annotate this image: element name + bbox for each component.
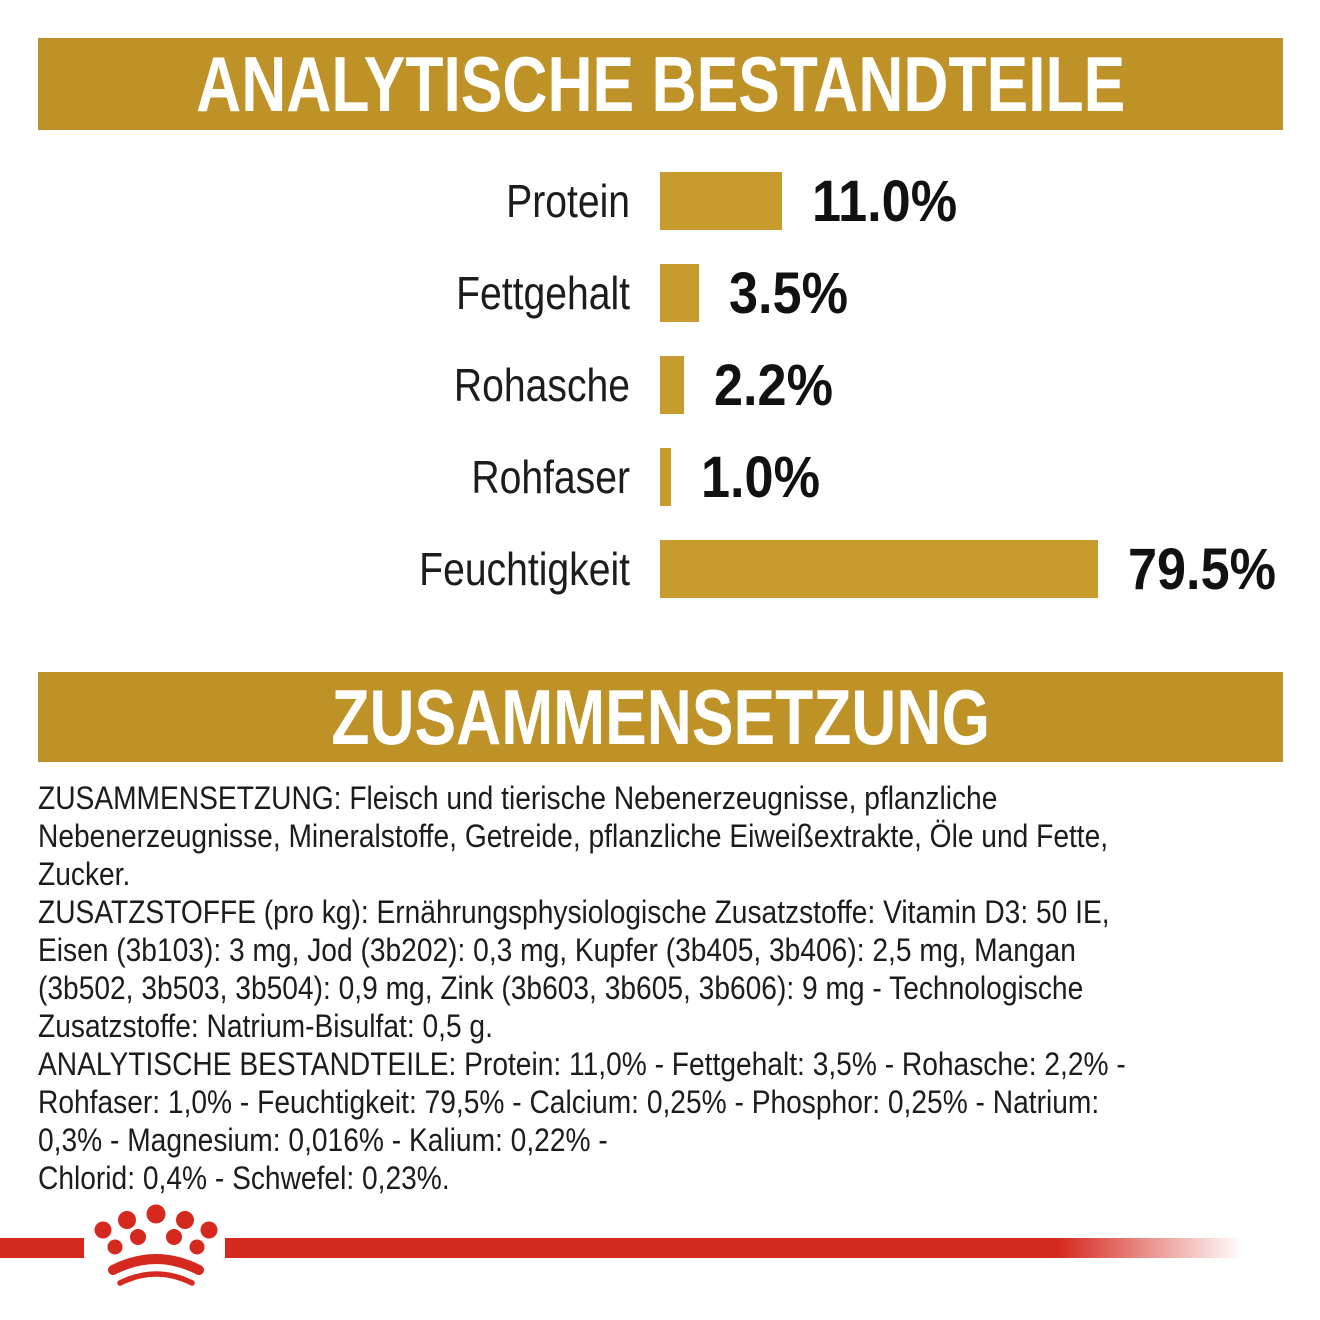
bar (660, 540, 1098, 598)
chart-row-protein: Protein 11.0% (0, 155, 1320, 247)
bar-label: Rohfaser (471, 451, 630, 503)
analytical-paragraph: ANALYTISCHE BESTANDTEILE: Protein: 11,0%… (38, 1046, 1126, 1196)
composition-banner: ZUSAMMENSETZUNG (38, 672, 1283, 762)
bar-value: 79.5% (1128, 536, 1277, 602)
ingredient-text-block: ZUSAMMENSETZUNG: Fleisch und tierische N… (38, 779, 1283, 1197)
chart-row-rohasche: Rohasche 2.2% (0, 339, 1320, 431)
bar (660, 264, 699, 322)
analytical-components-banner: ANALYTISCHE BESTANDTEILE (38, 38, 1283, 130)
brand-stripe-right (225, 1238, 1320, 1258)
chart-row-feuchtigkeit: Feuchtigkeit 79.5% (0, 523, 1320, 615)
bar-value: 2.2% (714, 352, 833, 418)
bar-label: Rohasche (453, 359, 630, 411)
royal-canin-crown-paw-icon (94, 1204, 218, 1286)
bar-label: Protein (506, 175, 630, 227)
bar (660, 448, 671, 506)
bar-label: Fettgehalt (456, 267, 630, 319)
analytical-components-bar-chart: Protein 11.0% Fettgehalt 3.5% Rohasche 2… (0, 155, 1320, 615)
composition-paragraph: ZUSAMMENSETZUNG: Fleisch und tierische N… (38, 780, 1109, 892)
chart-row-rohfaser: Rohfaser 1.0% (0, 431, 1320, 523)
bar-value: 11.0% (812, 168, 958, 234)
bar-value: 3.5% (729, 260, 848, 326)
brand-stripe-left (0, 1238, 84, 1258)
analytical-components-title: ANALYTISCHE BESTANDTEILE (195, 40, 1126, 128)
bar-label: Feuchtigkeit (419, 543, 630, 595)
composition-title: ZUSAMMENSETZUNG (331, 673, 990, 761)
bar (660, 356, 684, 414)
bar-value: 1.0% (701, 444, 820, 510)
chart-row-fettgehalt: Fettgehalt 3.5% (0, 247, 1320, 339)
bar (660, 172, 782, 230)
additives-paragraph: ZUSATZSTOFFE (pro kg): Ernährungsphysiol… (38, 894, 1110, 1044)
